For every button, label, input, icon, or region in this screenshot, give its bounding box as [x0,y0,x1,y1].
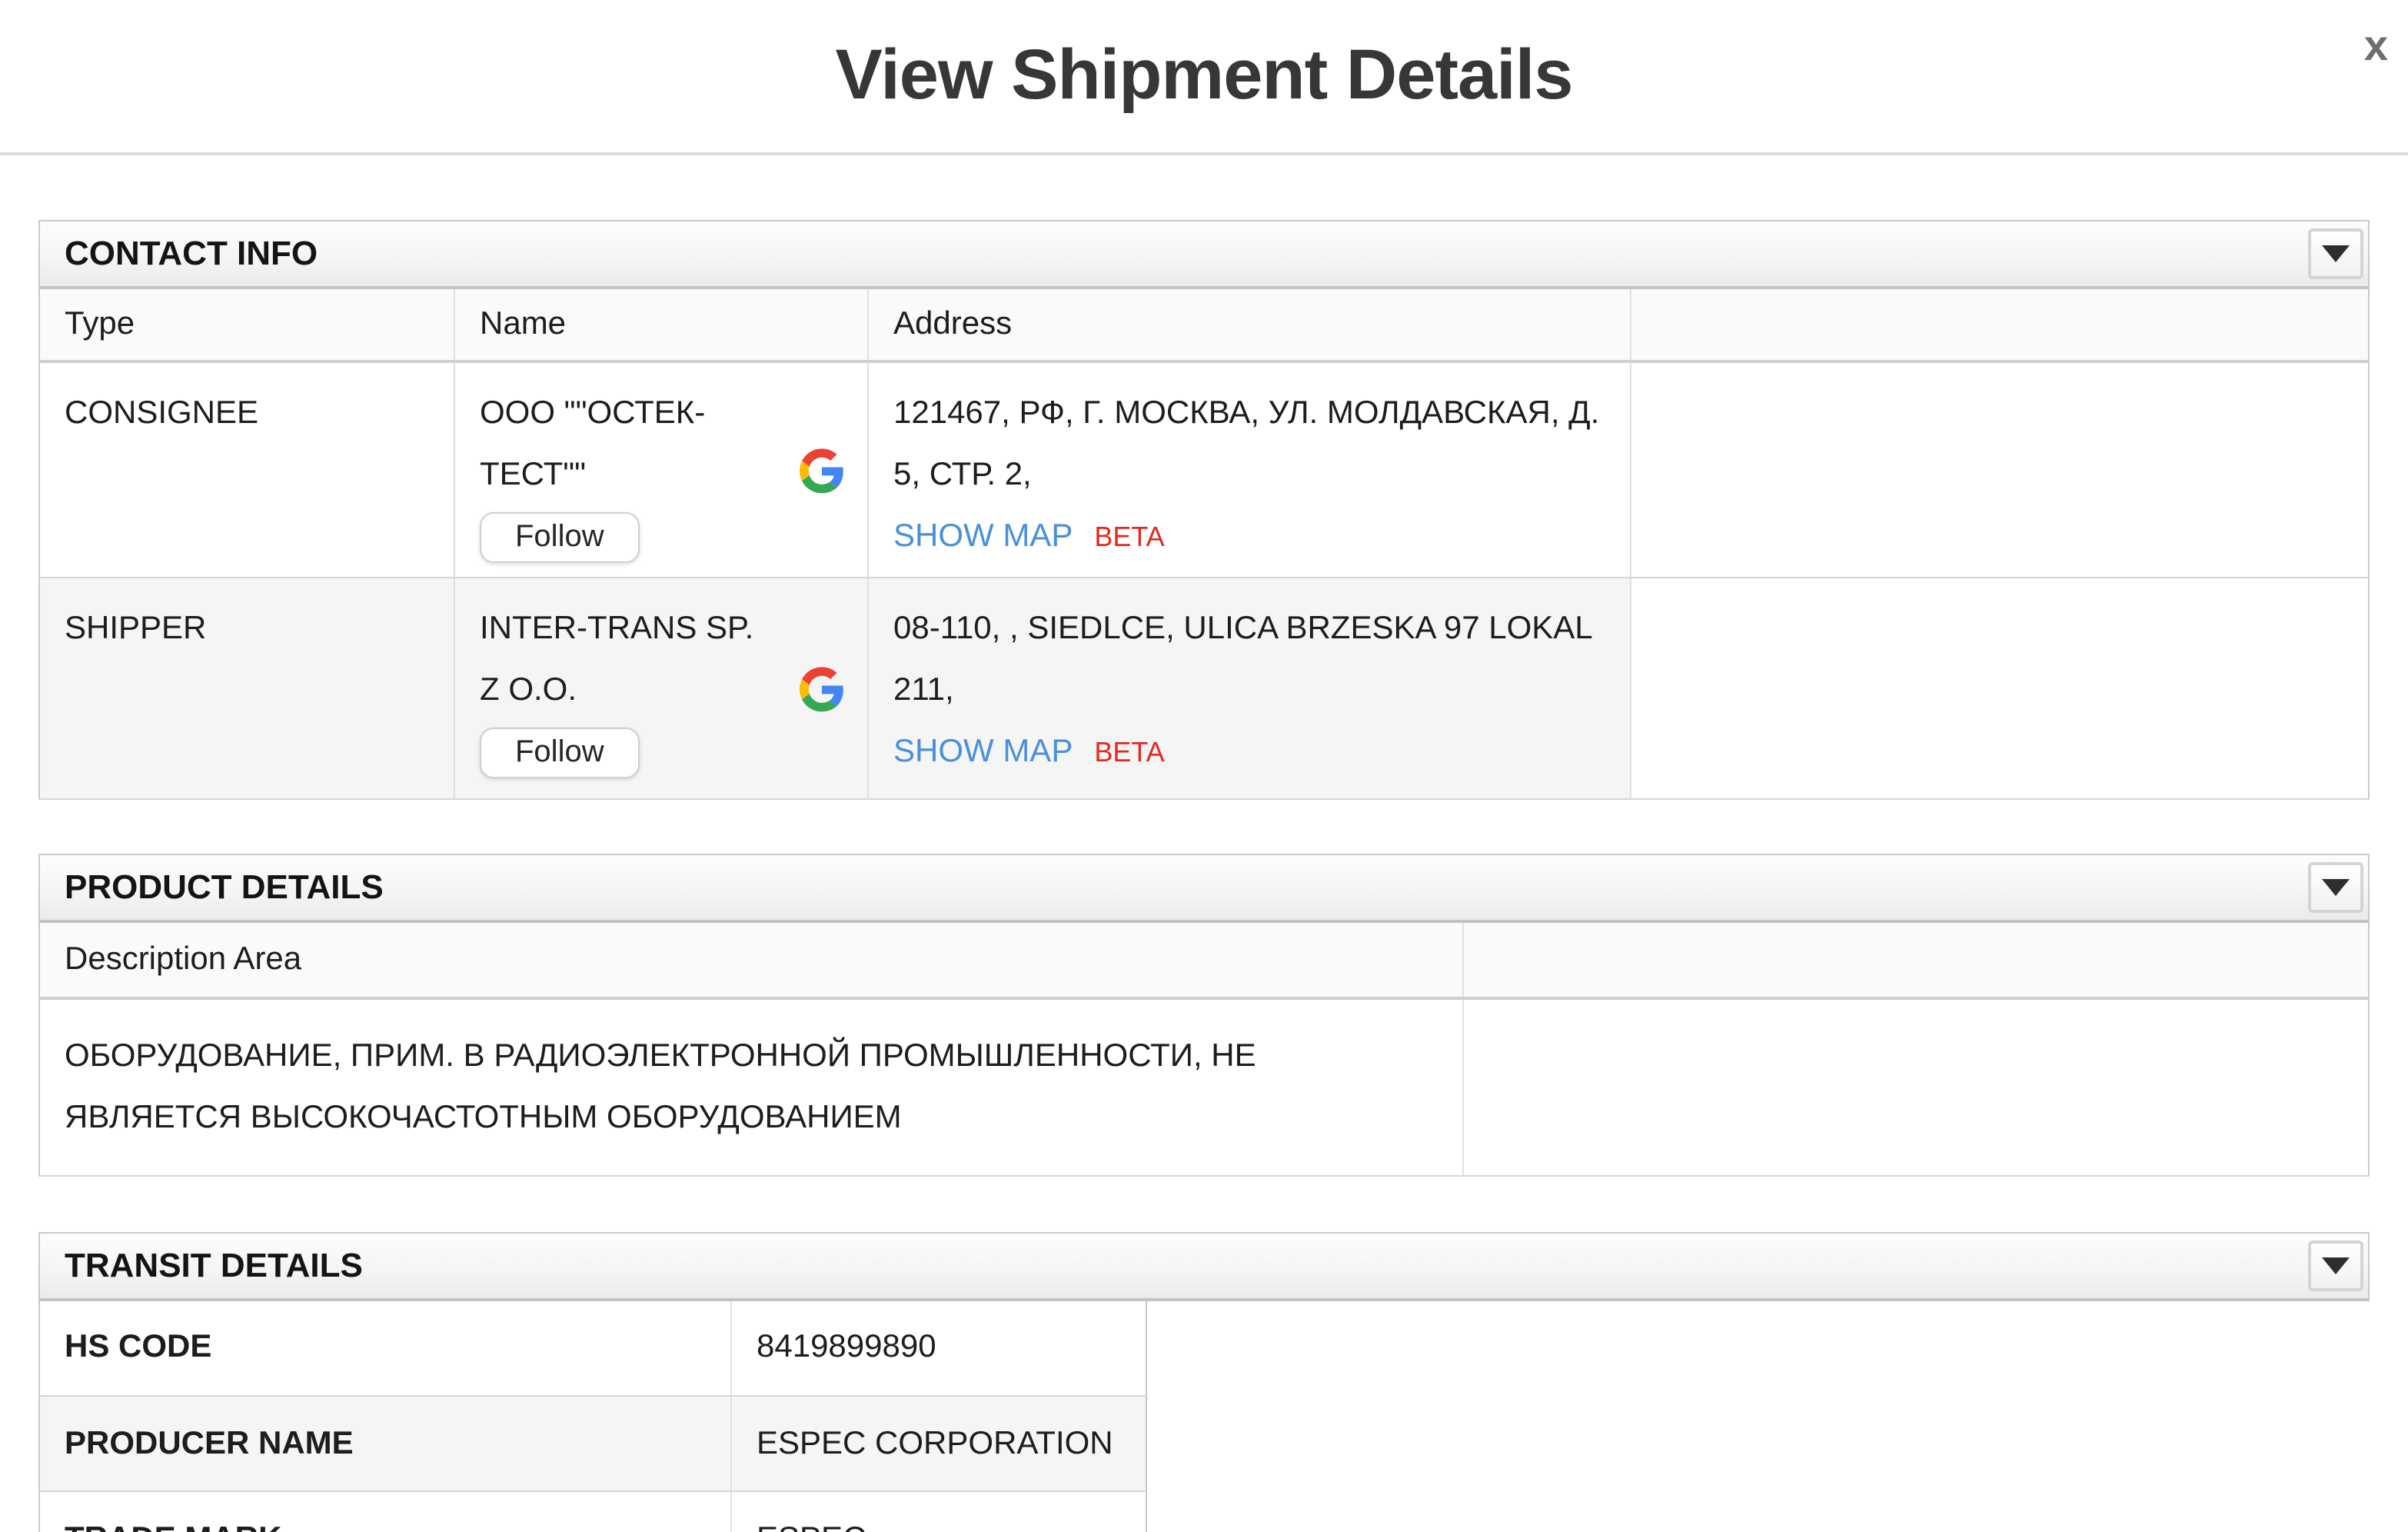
contact-address: 121467, РФ, Г. МОСКВА, УЛ. МОЛДАВСКАЯ, Д… [893,395,1600,492]
product-details-collapse-button[interactable] [2308,861,2363,912]
column-header-type: Type [39,289,455,363]
modal-content: CONTACT INFO Type Name Address CONSIGNEE… [0,220,2408,1532]
transit-value: ESPEC [731,1491,1146,1532]
contact-info-title: CONTACT INFO [65,234,318,272]
transit-label: HS CODE [39,1301,732,1397]
google-icon[interactable] [800,667,844,712]
show-map-link[interactable]: SHOW MAP [893,733,1073,768]
beta-badge: BETA [1094,736,1165,767]
contact-name-cell: INTER-TRANS SP. Z O.O. Follow [454,577,869,799]
contact-name-cell: OOO ""ОСТЕК-ТЕСТ"" Follow [454,361,869,578]
show-map-link[interactable]: SHOW MAP [893,518,1073,554]
column-header-empty [1463,922,2369,999]
transit-row-producer-name: PRODUCER NAME ESPEC CORPORATION [39,1396,1146,1492]
transit-details-collapse-button[interactable] [2308,1240,2363,1291]
description-cell: ОБОРУДОВАНИЕ, ПРИМ. В РАДИОЭЛЕКТРОННОЙ П… [39,997,1464,1176]
contact-name: INTER-TRANS SP. Z O.O. [480,610,754,707]
contact-info-collapse-button[interactable] [2308,228,2363,279]
product-details-header-bar: PRODUCT DETAILS [38,853,2370,922]
close-icon[interactable]: x [2363,22,2388,69]
transit-value: ESPEC CORPORATION [731,1396,1146,1492]
column-header-address: Address [868,289,1631,363]
contact-address-cell: 08-110, , SIEDLCE, ULICA BRZESKA 97 LOKA… [868,577,1631,799]
description-empty-cell [1463,997,2369,1176]
chevron-down-icon [2322,878,2350,895]
product-details-title: PRODUCT DETAILS [65,867,384,905]
contact-type-cell: SHIPPER [39,577,455,799]
transit-details-title: TRANSIT DETAILS [65,1245,363,1284]
transit-value: 8419899890 [731,1301,1146,1397]
map-row: SHOW MAP BETA [893,506,1605,568]
contact-row-consignee: CONSIGNEE OOO ""ОСТЕК-ТЕСТ"" Follow 1214… [39,361,2369,578]
google-icon[interactable] [800,448,844,494]
chevron-down-icon [2322,1257,2350,1274]
contact-info-table: Type Name Address CONSIGNEE OOO ""ОСТЕК-… [38,289,2370,799]
transit-details-table: HS CODE 8419899890 PRODUCER NAME ESPEC C… [38,1301,1147,1532]
contact-empty-cell [1631,577,2369,799]
transit-row-hs-code: HS CODE 8419899890 [39,1301,1146,1397]
contact-row-shipper: SHIPPER INTER-TRANS SP. Z O.O. Follow 08… [39,577,2369,799]
contact-address: 08-110, , SIEDLCE, ULICA BRZESKA 97 LOKA… [893,610,1592,707]
contact-info-section: CONTACT INFO Type Name Address CONSIGNEE… [38,220,2370,799]
contact-address-cell: 121467, РФ, Г. МОСКВА, УЛ. МОЛДАВСКАЯ, Д… [868,361,1631,578]
column-header-description-area: Description Area [39,922,1464,999]
follow-button[interactable]: Follow [480,512,640,563]
transit-row-trade-mark: TRADE MARK ESPEC [39,1491,1146,1532]
product-details-table: Description Area ОБОРУДОВАНИЕ, ПРИМ. В Р… [38,922,2370,1176]
contact-name: OOO ""ОСТЕК-ТЕСТ"" [480,395,706,492]
contact-type-cell: CONSIGNEE [39,361,455,578]
contact-empty-cell [1631,361,2369,578]
column-header-empty [1631,289,2369,363]
page-title: View Shipment Details [835,34,1574,114]
transit-label: TRADE MARK [39,1491,732,1532]
follow-button[interactable]: Follow [480,727,640,778]
transit-details-header-bar: TRANSIT DETAILS [38,1231,2370,1301]
beta-badge: BETA [1094,521,1165,552]
description-row: ОБОРУДОВАНИЕ, ПРИМ. В РАДИОЭЛЕКТРОННОЙ П… [39,997,2369,1176]
product-details-section: PRODUCT DETAILS Description Area ОБОРУДО… [38,853,2370,1176]
chevron-down-icon [2322,245,2350,262]
column-header-name: Name [454,289,869,363]
map-row: SHOW MAP BETA [893,721,1605,782]
modal-header: View Shipment Details x [0,0,2408,155]
transit-details-section: TRANSIT DETAILS HS CODE 8419899890 PRODU… [38,1231,2370,1532]
description-header-row: Description Area [39,922,2369,999]
contact-info-header-bar: CONTACT INFO [38,220,2370,289]
transit-label: PRODUCER NAME [39,1396,732,1492]
contact-info-column-header-row: Type Name Address [39,289,2369,363]
